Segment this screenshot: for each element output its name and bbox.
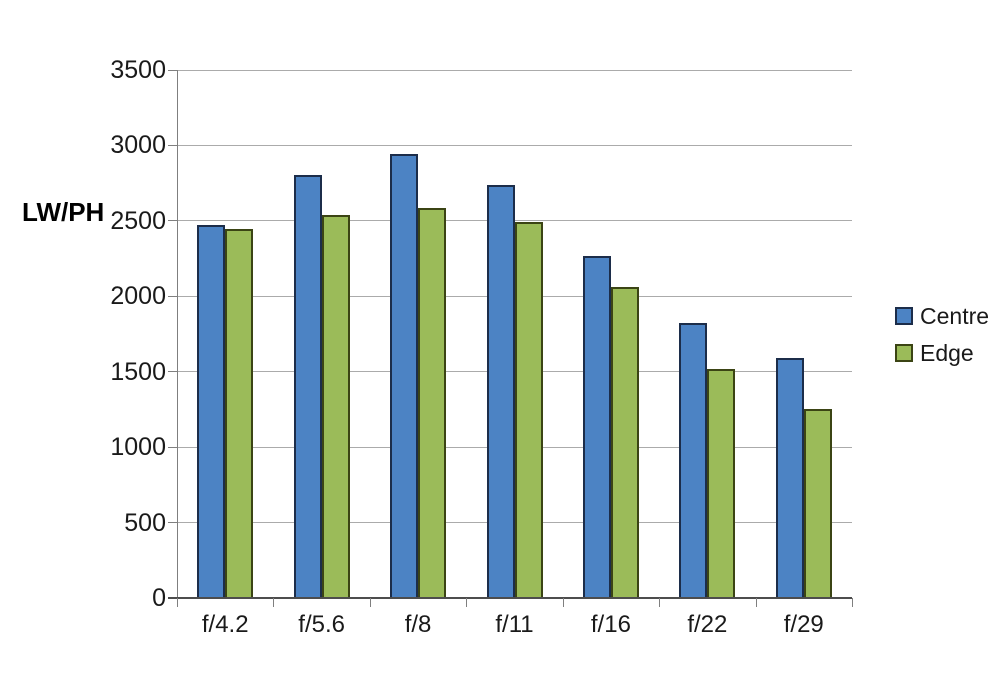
- x-tick-3: [466, 598, 467, 607]
- x-axis-line: [168, 597, 852, 599]
- legend-item-edge: Edge: [895, 340, 989, 366]
- bar-edge-f/16: [611, 287, 639, 598]
- y-axis-label-0: 0: [152, 584, 166, 612]
- bar-centre-f/29: [776, 358, 804, 598]
- y-tick-1500: [168, 371, 177, 373]
- gridline-3000: [177, 144, 852, 146]
- legend-label-centre: Centre: [920, 303, 990, 329]
- bar-edge-f/22: [707, 369, 735, 598]
- y-axis-label-2000: 2000: [110, 282, 166, 311]
- legend-item-centre: Centre: [895, 303, 989, 329]
- bar-edge-f/5.6: [322, 215, 350, 598]
- x-axis-label-f/22: f/22: [687, 611, 728, 638]
- y-axis-label-1500: 1500: [110, 357, 166, 386]
- x-axis-label-f/11: f/11: [495, 611, 534, 638]
- bar-edge-f/29: [804, 409, 832, 598]
- y-axis-label-2500: 2500: [110, 206, 166, 235]
- y-axis-label-3000: 3000: [110, 131, 166, 160]
- bar-edge-f/11: [515, 222, 543, 598]
- x-axis-label-f/29: f/29: [783, 611, 824, 638]
- x-tick-5: [659, 598, 660, 607]
- bar-centre-f/5.6: [294, 175, 322, 598]
- bar-centre-f/16: [583, 256, 611, 598]
- x-tick-6: [756, 598, 757, 607]
- legend-label-edge: Edge: [920, 340, 974, 366]
- y-tick-1000: [168, 446, 177, 448]
- gridline-3500: [177, 69, 852, 71]
- x-tick-4: [563, 598, 564, 607]
- bar-edge-f/8: [418, 208, 446, 598]
- y-tick-2500: [168, 220, 177, 222]
- bar-centre-f/8: [390, 154, 418, 598]
- y-tick-2000: [168, 295, 177, 297]
- x-axis-label-f/4.2: f/4.2: [201, 611, 249, 638]
- y-tick-500: [168, 522, 177, 524]
- y-axis-label-1000: 1000: [110, 433, 166, 462]
- y-tick-3000: [168, 144, 177, 146]
- x-tick-2: [370, 598, 371, 607]
- x-tick-7: [852, 598, 853, 607]
- legend: Centre Edge: [895, 303, 989, 377]
- x-axis-label-f/5.6: f/5.6: [298, 611, 345, 638]
- y-axis-title: LW/PH: [22, 197, 105, 227]
- legend-swatch-edge-icon: [895, 344, 913, 362]
- x-tick-0: [177, 598, 178, 607]
- y-axis-label-3500: 3500: [110, 56, 166, 84]
- legend-swatch-centre-icon: [895, 307, 913, 325]
- x-axis-label-f/8: f/8: [404, 611, 432, 638]
- bar-edge-f/4.2: [225, 229, 253, 598]
- x-tick-1: [273, 598, 274, 607]
- bar-centre-f/11: [487, 185, 515, 598]
- bar-centre-f/22: [679, 323, 707, 598]
- y-axis-line: [177, 70, 178, 600]
- x-axis-label-f/16: f/16: [590, 611, 631, 638]
- bar-centre-f/4.2: [197, 225, 225, 598]
- y-tick-3500: [168, 69, 177, 71]
- y-axis-label-500: 500: [124, 508, 166, 537]
